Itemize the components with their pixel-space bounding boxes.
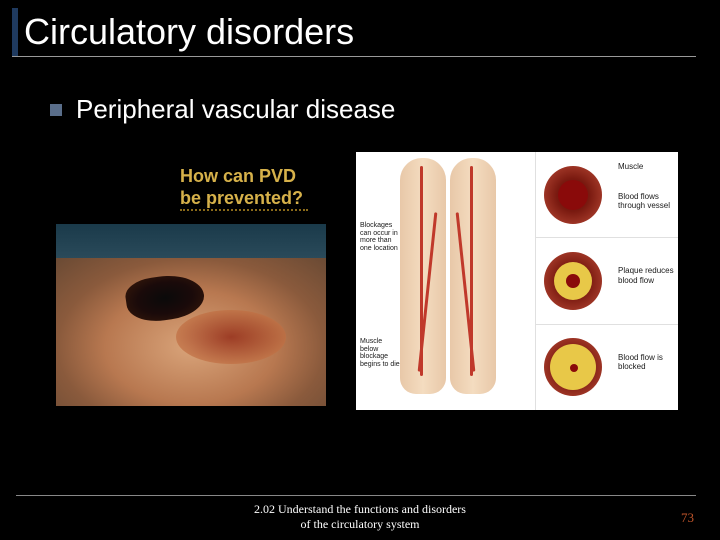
vessel-row-plaque: Plaque reduces blood flow (536, 238, 678, 324)
vessel-row-blocked: Blood flow is blocked (536, 325, 678, 410)
callout-line-2: be prevented? (180, 188, 303, 209)
vessel-row-healthy: Muscle Blood flows through vessel (536, 152, 678, 238)
callout-underline (180, 209, 308, 211)
footer-divider (16, 495, 696, 496)
photo-ulcer-region (176, 310, 286, 364)
vascular-diagram: Blockages can occur in more than one loc… (356, 152, 678, 410)
vessel-label-plaque: Plaque reduces blood flow (618, 266, 674, 284)
vessel-label-muscle: Muscle (618, 162, 674, 171)
vessel-label-bloodflow: Blood flows through vessel (618, 192, 674, 210)
legs-panel: Blockages can occur in more than one loc… (356, 152, 536, 410)
slide-title: Circulatory disorders (24, 11, 696, 53)
title-accent-bar (12, 8, 18, 56)
legs-label-muscle: Muscle below blockage begins to die (360, 338, 402, 369)
footer-line-1: 2.02 Understand the functions and disord… (254, 502, 466, 516)
page-number: 73 (681, 510, 694, 526)
vessel-cross-section (540, 162, 606, 228)
photo-background (56, 224, 326, 258)
footer-line-2: of the circulatory system (301, 517, 420, 531)
footer-caption: 2.02 Understand the functions and disord… (0, 502, 720, 532)
vessel-label-blocked: Blood flow is blocked (618, 353, 674, 371)
bullet-item: Peripheral vascular disease (50, 94, 395, 125)
legs-label-blockages: Blockages can occur in more than one loc… (360, 222, 402, 253)
leg-left-shape (400, 158, 446, 394)
vessel-cross-sections: Muscle Blood flows through vessel Plaque… (536, 152, 678, 410)
bullet-text: Peripheral vascular disease (76, 94, 395, 125)
title-underline (12, 56, 696, 57)
slide-title-bar: Circulatory disorders (12, 8, 696, 56)
bullet-square-icon (50, 104, 62, 116)
vessel-cross-section (540, 248, 606, 314)
callout-line-1: How can PVD (180, 166, 296, 187)
clinical-photo (56, 224, 326, 406)
vessel-cross-section (540, 334, 606, 400)
